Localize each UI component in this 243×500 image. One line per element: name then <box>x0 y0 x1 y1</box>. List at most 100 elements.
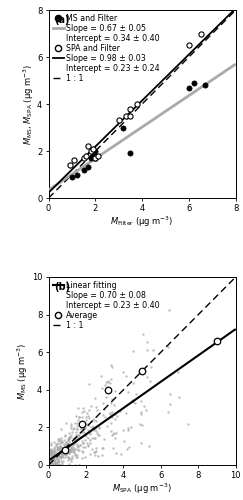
Point <box>108 410 112 418</box>
Y-axis label: $M_{\rm MS}$ (μg m$^{-3}$): $M_{\rm MS}$ (μg m$^{-3}$) <box>16 342 30 400</box>
Point <box>89 147 93 155</box>
Point <box>50 454 54 462</box>
Point <box>68 442 71 450</box>
Point <box>51 456 55 464</box>
Point <box>62 440 66 448</box>
Point <box>81 439 85 447</box>
Point <box>145 346 149 354</box>
Point <box>50 461 54 469</box>
Point <box>74 432 78 440</box>
Point <box>48 446 52 454</box>
Point <box>49 460 53 468</box>
Point <box>62 447 66 455</box>
Point <box>75 436 78 444</box>
Point <box>71 439 75 447</box>
Point <box>136 100 139 108</box>
Point <box>62 436 66 444</box>
Point <box>68 446 72 454</box>
Point <box>79 425 83 433</box>
Point <box>75 425 79 433</box>
Point <box>104 393 107 401</box>
Point <box>53 459 57 467</box>
Legend: MS and Filter, Slope = 0.67 ± 0.05, Intercept = 0.34 ± 0.40, SPA and Filter, Slo: MS and Filter, Slope = 0.67 ± 0.05, Inte… <box>52 13 160 84</box>
Point <box>51 449 54 457</box>
Point <box>167 306 171 314</box>
Point <box>52 448 56 456</box>
Point <box>58 447 62 455</box>
Point <box>60 460 64 468</box>
Point <box>83 443 87 451</box>
Point <box>65 440 69 448</box>
Point <box>75 170 79 178</box>
Point <box>105 378 109 386</box>
Point <box>77 461 81 469</box>
Point <box>54 454 58 462</box>
Point <box>87 380 91 388</box>
Point <box>82 428 86 436</box>
Point <box>97 424 101 432</box>
Point <box>215 337 219 345</box>
Point <box>49 448 53 456</box>
Point <box>82 154 86 162</box>
Point <box>91 424 95 432</box>
Point <box>93 394 97 402</box>
Point <box>78 441 82 449</box>
Point <box>76 442 79 450</box>
Point <box>56 456 60 464</box>
Point <box>57 448 61 456</box>
Point <box>50 454 54 462</box>
Point <box>60 443 63 451</box>
Point <box>48 454 52 462</box>
Point <box>140 420 144 428</box>
Point <box>74 436 78 444</box>
Point <box>166 408 170 416</box>
Point <box>116 407 120 415</box>
Point <box>71 425 75 433</box>
Point <box>75 419 79 427</box>
Point <box>92 416 96 424</box>
Point <box>82 166 86 174</box>
Point <box>49 447 53 455</box>
Point <box>86 442 90 450</box>
Point <box>69 456 73 464</box>
Point <box>73 433 77 441</box>
Point <box>49 461 53 469</box>
Point <box>61 448 65 456</box>
Point <box>73 419 77 427</box>
Point <box>50 454 54 462</box>
Point <box>56 435 60 443</box>
Point <box>69 422 73 430</box>
Point <box>66 443 69 451</box>
Point <box>80 408 84 416</box>
Point <box>64 419 68 427</box>
Point <box>56 443 60 451</box>
Point <box>89 154 93 162</box>
Point <box>60 461 64 469</box>
Point <box>67 454 71 462</box>
Point <box>124 372 128 380</box>
Point <box>55 450 59 458</box>
Point <box>83 436 87 444</box>
Point <box>61 444 64 452</box>
Point <box>134 390 138 398</box>
Point <box>48 460 52 468</box>
Point <box>129 112 132 120</box>
Point <box>79 424 83 432</box>
Point <box>49 450 53 458</box>
Point <box>56 445 60 453</box>
Point <box>52 457 56 465</box>
Point <box>59 439 63 447</box>
Point <box>52 450 55 458</box>
Point <box>49 452 53 460</box>
Point <box>47 461 51 469</box>
Point <box>93 154 97 162</box>
Point <box>50 456 53 464</box>
Point <box>54 458 58 466</box>
Point <box>102 436 106 444</box>
Point <box>59 452 63 460</box>
Point <box>49 454 53 462</box>
Point <box>77 430 81 438</box>
Point <box>51 452 55 460</box>
Point <box>58 444 61 452</box>
Point <box>109 400 113 407</box>
